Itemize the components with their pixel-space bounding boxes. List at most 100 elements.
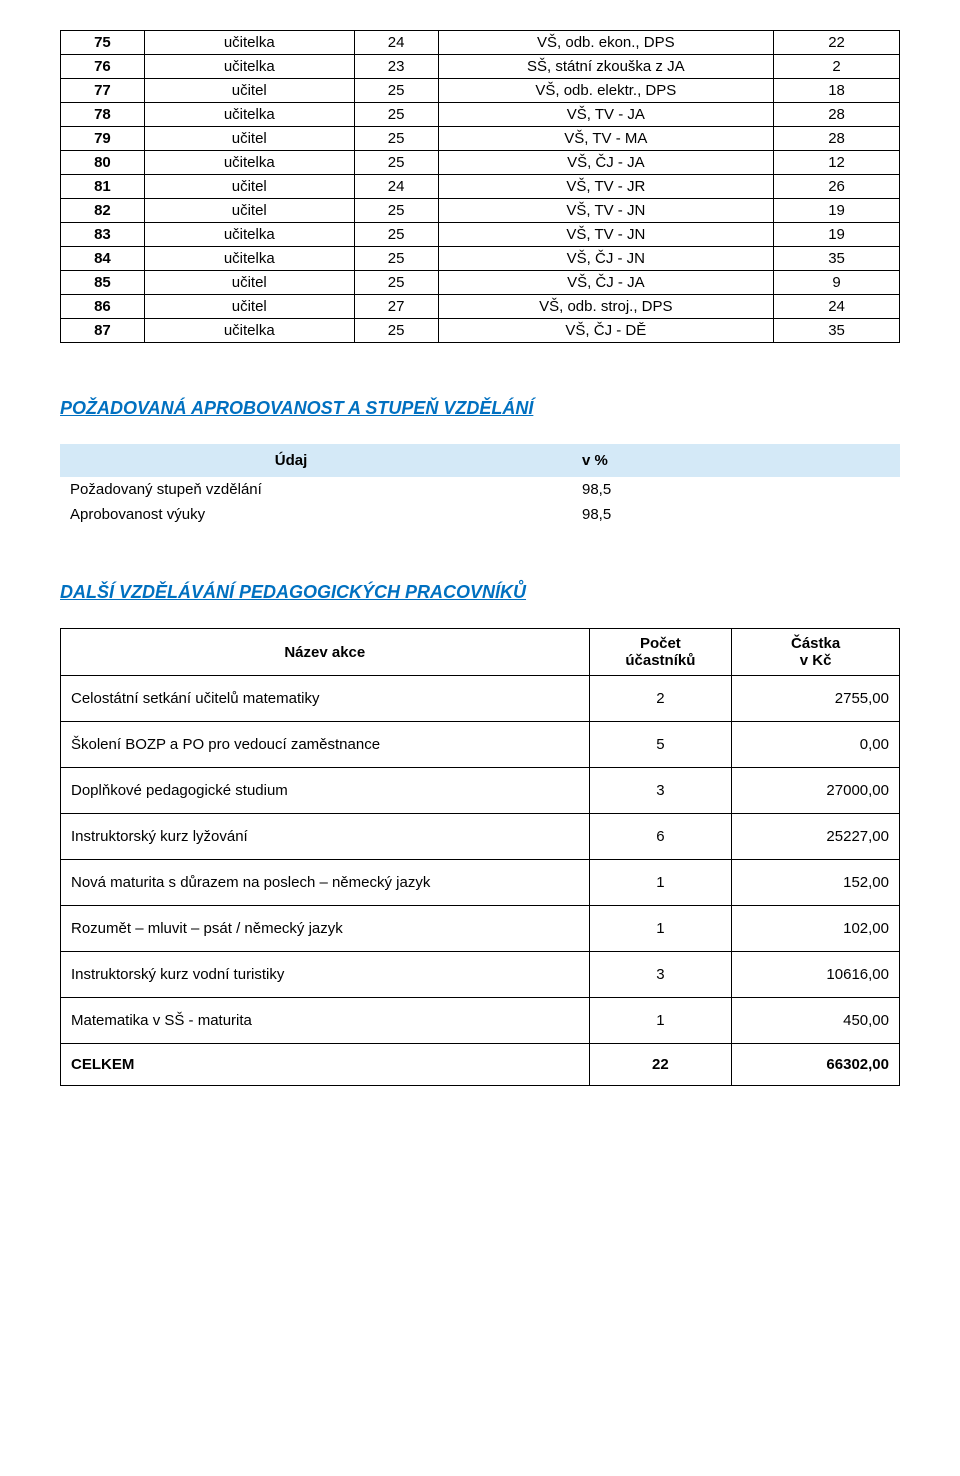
table-row: 86učitel27VŠ, odb. stroj., DPS24	[61, 295, 900, 319]
cell-role: učitelka	[144, 247, 354, 271]
cell-name: Celostátní setkání učitelů matematiky	[61, 676, 590, 722]
cell-name: Rozumět – mluvit – psát / německý jazyk	[61, 906, 590, 952]
cell-count: 2	[589, 676, 732, 722]
cell-num: 76	[61, 55, 145, 79]
table-row: 76učitelka23SŠ, státní zkouška z JA2	[61, 55, 900, 79]
cell-years: 19	[774, 199, 900, 223]
cell-hours: 25	[354, 247, 438, 271]
cell-count: 3	[589, 768, 732, 814]
cell-name: Doplňkové pedagogické studium	[61, 768, 590, 814]
table-row: Školení BOZP a PO pro vedoucí zaměstnanc…	[61, 722, 900, 768]
cell-hours: 24	[354, 31, 438, 55]
cell-role: učitelka	[144, 151, 354, 175]
cell-num: 87	[61, 319, 145, 343]
cell-qual: VŠ, TV - JN	[438, 199, 774, 223]
table-row: 81učitel24VŠ, TV - JR26	[61, 175, 900, 199]
table-row: 87učitelka25VŠ, ČJ - DĚ35	[61, 319, 900, 343]
cell-qual: VŠ, odb. ekon., DPS	[438, 31, 774, 55]
cell-years: 28	[774, 103, 900, 127]
cell-years: 24	[774, 295, 900, 319]
col-nazev: Název akce	[61, 629, 590, 676]
cell-total-count: 22	[589, 1044, 732, 1086]
table-row: 80učitelka25VŠ, ČJ - JA12	[61, 151, 900, 175]
cell-hours: 25	[354, 103, 438, 127]
cell-num: 75	[61, 31, 145, 55]
cell-num: 78	[61, 103, 145, 127]
cell-count: 1	[589, 906, 732, 952]
cell-years: 12	[774, 151, 900, 175]
cell-amount: 27000,00	[732, 768, 900, 814]
cell-amount: 152,00	[732, 860, 900, 906]
cell-total-label: CELKEM	[61, 1044, 590, 1086]
table-row: 75učitelka24VŠ, odb. ekon., DPS22	[61, 31, 900, 55]
cell-years: 28	[774, 127, 900, 151]
cell-count: 3	[589, 952, 732, 998]
cell-qual: VŠ, TV - JR	[438, 175, 774, 199]
table-row: Rozumět – mluvit – psát / německý jazyk1…	[61, 906, 900, 952]
col-udaj: Údaj	[60, 444, 522, 477]
table-row: 77učitel25VŠ, odb. elektr., DPS18	[61, 79, 900, 103]
cell-qual: VŠ, odb. elektr., DPS	[438, 79, 774, 103]
cell-hours: 25	[354, 79, 438, 103]
table-row: Instruktorský kurz lyžování625227,00	[61, 814, 900, 860]
cell-qual: VŠ, TV - JA	[438, 103, 774, 127]
cell-label: Aprobovanost výuky	[60, 502, 522, 527]
cell-role: učitel	[144, 79, 354, 103]
cell-num: 86	[61, 295, 145, 319]
aprobovanost-table: Údaj v % Požadovaný stupeň vzdělání98,5A…	[60, 444, 900, 527]
cell-value: 98,5	[522, 502, 900, 527]
cell-count: 1	[589, 860, 732, 906]
cell-num: 80	[61, 151, 145, 175]
cell-value: 98,5	[522, 477, 900, 502]
cell-amount: 102,00	[732, 906, 900, 952]
cell-years: 35	[774, 319, 900, 343]
table-row-total: CELKEM2266302,00	[61, 1044, 900, 1086]
cell-hours: 25	[354, 271, 438, 295]
cell-role: učitel	[144, 175, 354, 199]
cell-qual: VŠ, odb. stroj., DPS	[438, 295, 774, 319]
cell-years: 35	[774, 247, 900, 271]
training-table: Název akce Početúčastníků Částkav Kč Cel…	[60, 628, 900, 1086]
cell-num: 85	[61, 271, 145, 295]
cell-count: 6	[589, 814, 732, 860]
cell-amount: 0,00	[732, 722, 900, 768]
cell-hours: 25	[354, 127, 438, 151]
cell-years: 26	[774, 175, 900, 199]
cell-years: 22	[774, 31, 900, 55]
cell-qual: VŠ, ČJ - JA	[438, 271, 774, 295]
cell-amount: 2755,00	[732, 676, 900, 722]
cell-hours: 25	[354, 223, 438, 247]
cell-hours: 27	[354, 295, 438, 319]
cell-role: učitel	[144, 199, 354, 223]
table-row: Doplňkové pedagogické studium327000,00	[61, 768, 900, 814]
cell-hours: 25	[354, 319, 438, 343]
cell-qual: SŠ, státní zkouška z JA	[438, 55, 774, 79]
table-row: 83učitelka25VŠ, TV - JN19	[61, 223, 900, 247]
col-percent: v %	[522, 444, 900, 477]
cell-qual: VŠ, TV - MA	[438, 127, 774, 151]
cell-role: učitel	[144, 127, 354, 151]
cell-hours: 25	[354, 199, 438, 223]
cell-role: učitel	[144, 271, 354, 295]
teachers-table: 75učitelka24VŠ, odb. ekon., DPS2276učite…	[60, 30, 900, 343]
cell-count: 1	[589, 998, 732, 1044]
table-row: 78učitelka25VŠ, TV - JA28	[61, 103, 900, 127]
cell-qual: VŠ, ČJ - DĚ	[438, 319, 774, 343]
cell-name: Matematika v SŠ - maturita	[61, 998, 590, 1044]
section-title-aprobovanost: POŽADOVANÁ APROBOVANOST A STUPEŇ VZDĚLÁN…	[60, 398, 900, 419]
cell-hours: 25	[354, 151, 438, 175]
table-row: Požadovaný stupeň vzdělání98,5	[60, 477, 900, 502]
col-castka: Částkav Kč	[732, 629, 900, 676]
cell-role: učitelka	[144, 223, 354, 247]
cell-name: Instruktorský kurz lyžování	[61, 814, 590, 860]
cell-years: 9	[774, 271, 900, 295]
table-row: 84učitelka25VŠ, ČJ - JN35	[61, 247, 900, 271]
cell-name: Nová maturita s důrazem na poslech – něm…	[61, 860, 590, 906]
cell-role: učitelka	[144, 103, 354, 127]
cell-years: 18	[774, 79, 900, 103]
table-row: Nová maturita s důrazem na poslech – něm…	[61, 860, 900, 906]
cell-num: 77	[61, 79, 145, 103]
cell-num: 82	[61, 199, 145, 223]
table-row: Instruktorský kurz vodní turistiky310616…	[61, 952, 900, 998]
cell-role: učitelka	[144, 55, 354, 79]
